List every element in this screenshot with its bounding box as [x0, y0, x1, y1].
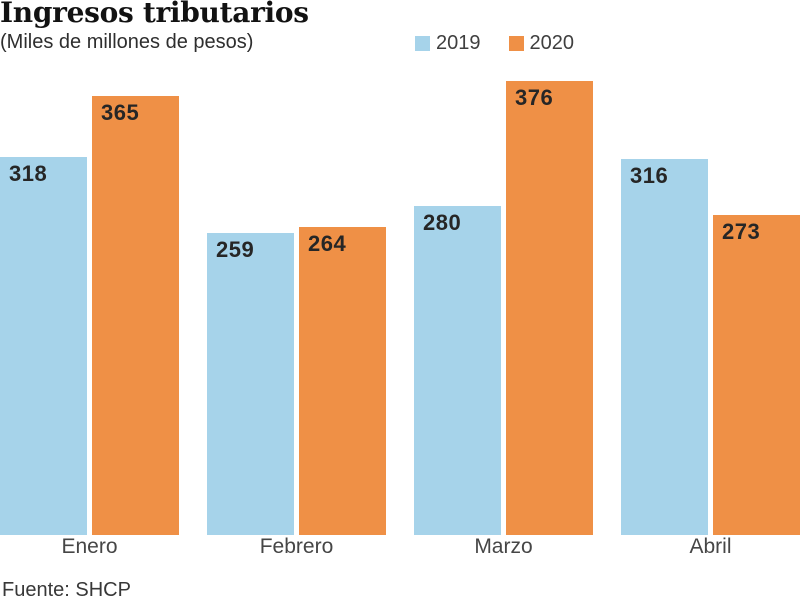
- bar-enero-2019: 318: [0, 157, 87, 535]
- category-label-abril: Abril: [689, 535, 732, 558]
- bar-value-label: 264: [308, 231, 347, 256]
- category-label-febrero: Febrero: [259, 535, 334, 558]
- legend-swatch-icon: [415, 35, 430, 51]
- bar-value-label: 273: [722, 219, 761, 244]
- legend-swatch-icon: [508, 35, 524, 51]
- legend: 2019 2020: [415, 31, 575, 55]
- legend-item-2020: 2020: [508, 31, 575, 55]
- bar-abril-2019: 316: [621, 159, 708, 535]
- bar-marzo-2019: 280: [414, 206, 501, 535]
- legend-item-2019: 2019: [415, 32, 481, 55]
- bar-value-label: 376: [515, 85, 554, 110]
- category-label-marzo: Marzo: [474, 535, 533, 558]
- source-note: Fuente: SHCP: [2, 579, 131, 600]
- chart-title: Ingresos tributarios: [0, 0, 309, 29]
- category-label-enero: Enero: [61, 535, 118, 558]
- bar-value-label: 316: [630, 163, 669, 188]
- bar-value-label: 365: [101, 100, 140, 125]
- bar-value-label: 280: [423, 210, 462, 235]
- bar-abril-2020: 273: [713, 215, 800, 535]
- bar-marzo-2020: 376: [506, 81, 593, 535]
- bar-febrero-2019: 259: [207, 233, 294, 535]
- bar-febrero-2020: 264: [299, 227, 386, 535]
- bar-value-label: 259: [216, 237, 255, 262]
- legend-label: 2019: [436, 31, 481, 54]
- bar-value-label: 318: [9, 161, 48, 186]
- legend-label: 2020: [529, 31, 575, 54]
- bar-enero-2020: 365: [92, 96, 179, 535]
- chart-subtitle: (Miles de millones de pesos): [0, 31, 254, 53]
